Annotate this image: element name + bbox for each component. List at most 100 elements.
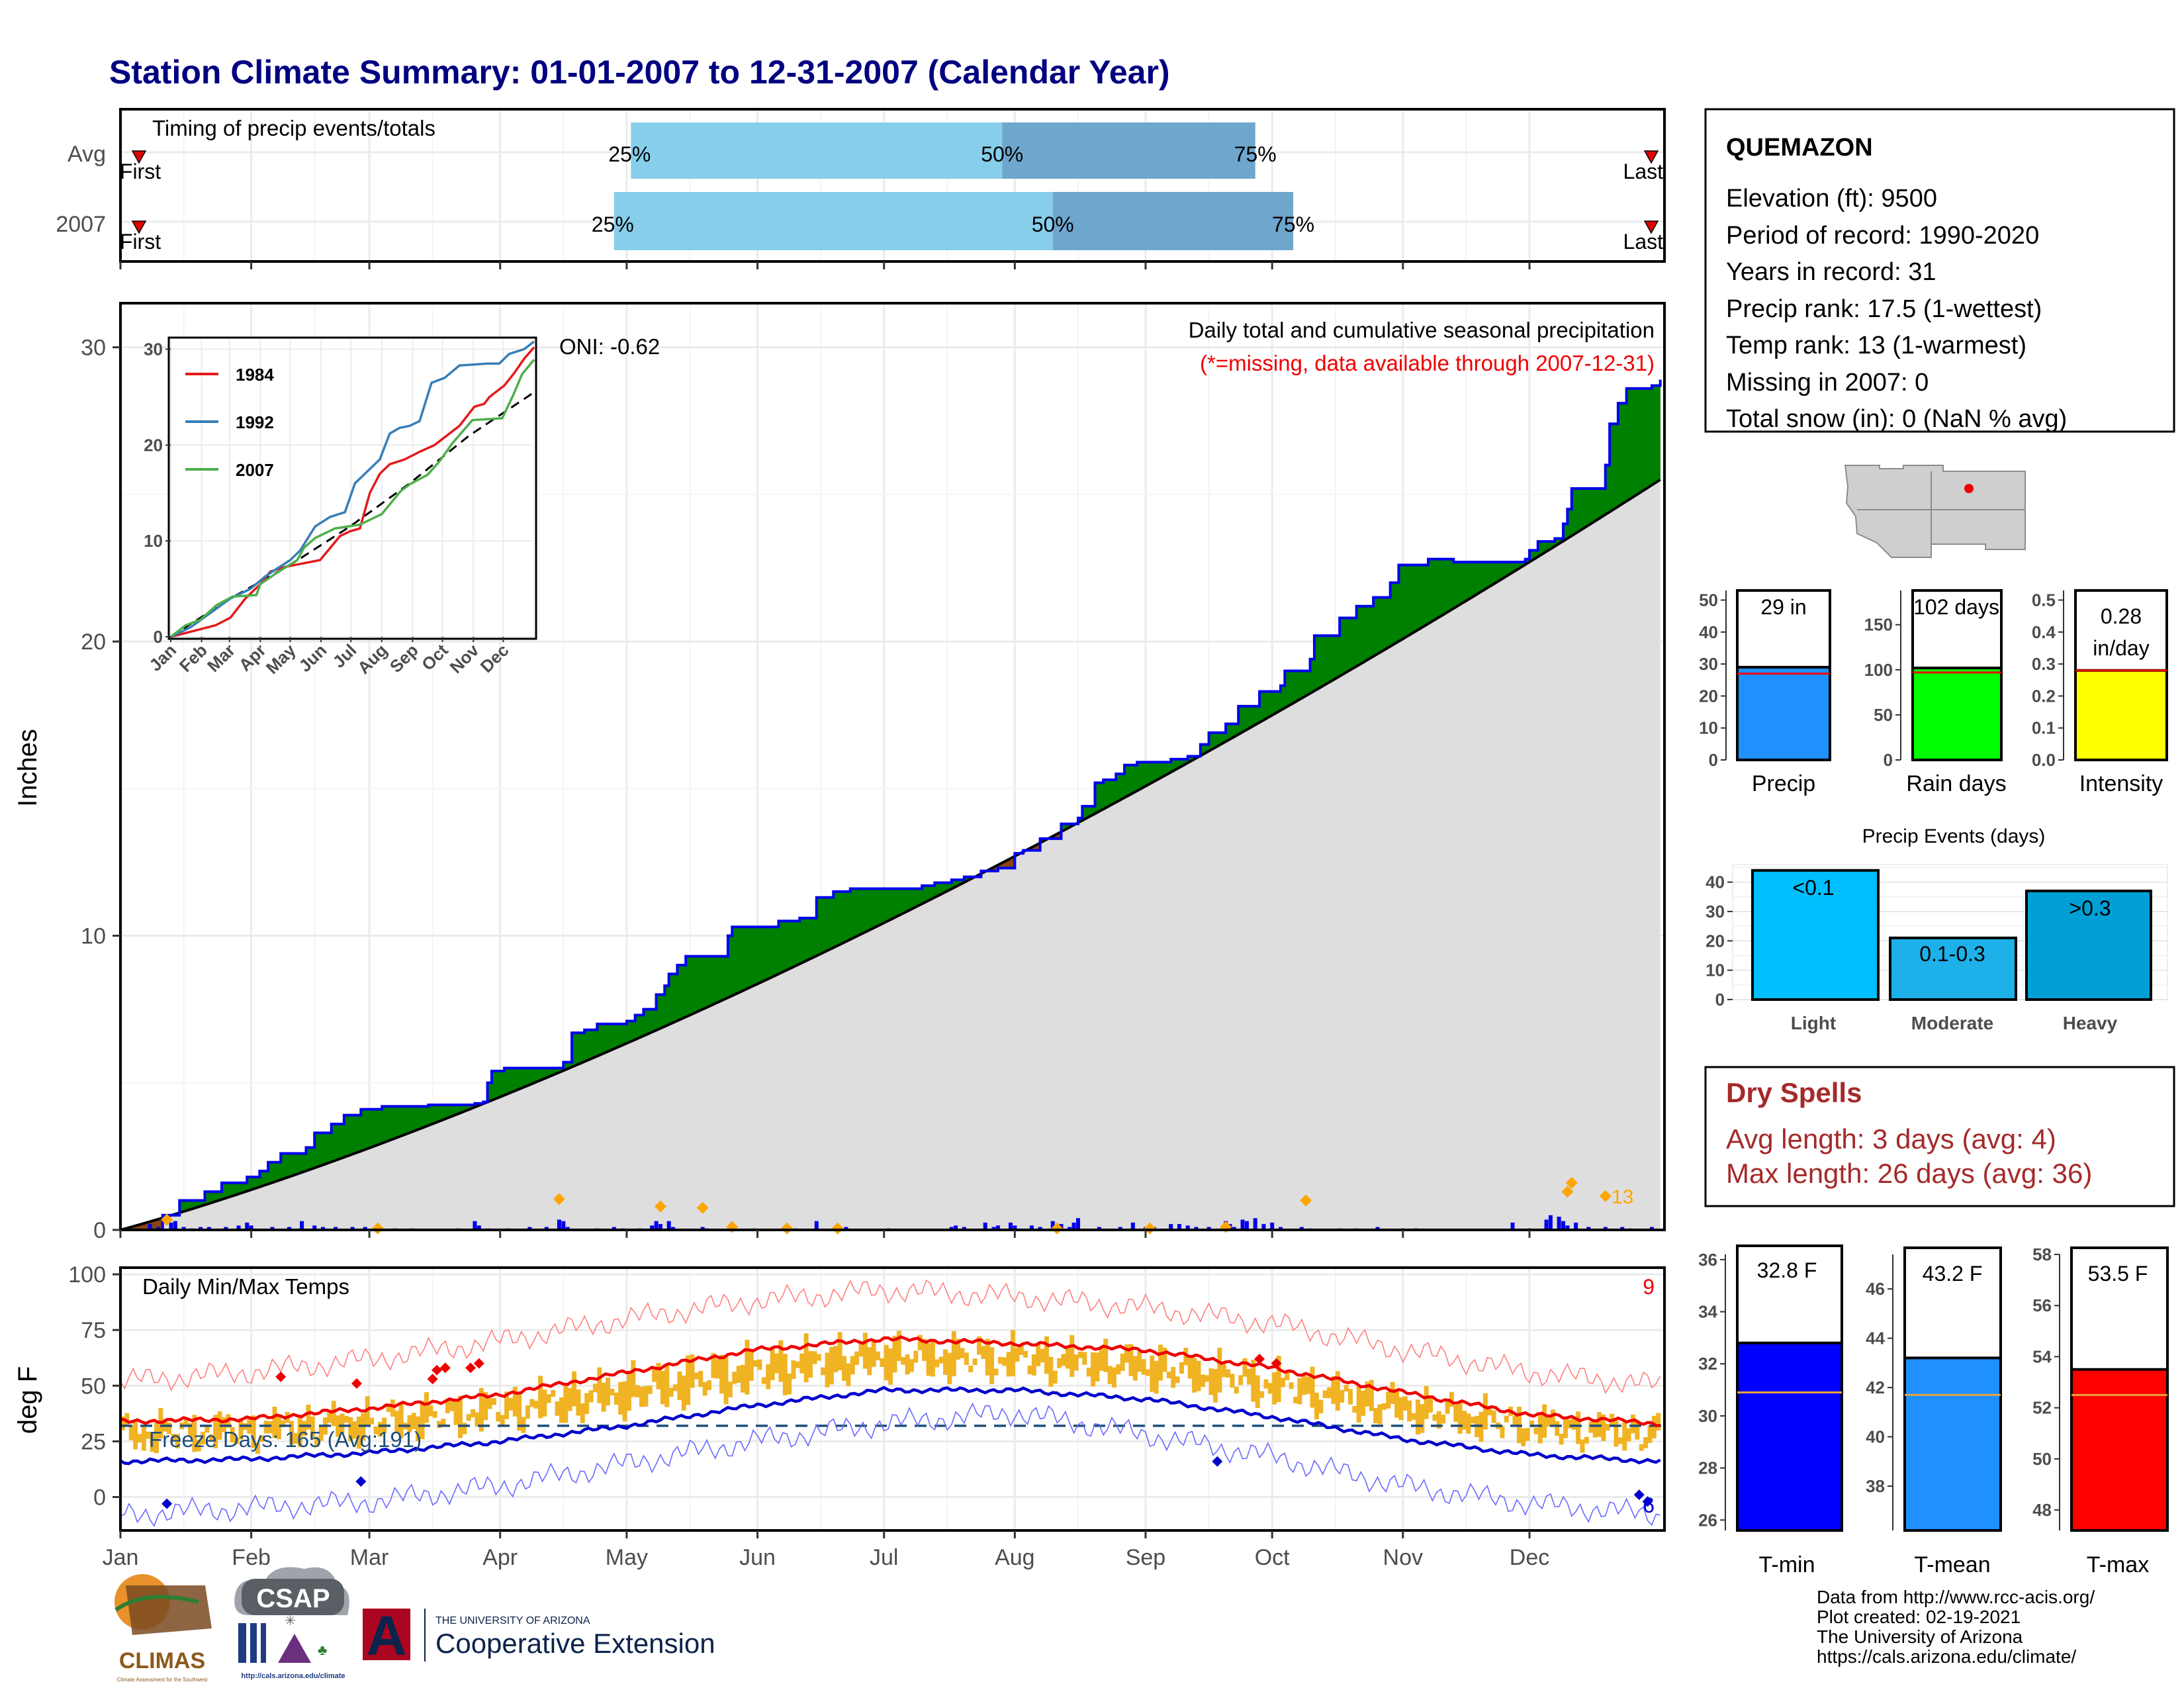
precip-surplus-area xyxy=(340,1123,345,1160)
mini-ytick-label: 30 xyxy=(1698,1406,1717,1426)
precip-surplus-area xyxy=(1575,488,1580,534)
precip-surplus-area xyxy=(1369,606,1374,659)
temp-daily-range-bar xyxy=(1626,1428,1631,1442)
precip-surplus-area xyxy=(719,956,724,1002)
temp-daily-range-bar xyxy=(1512,1415,1518,1427)
precip-inset: 0102030JanFebMarAprMayJunJulAugSepOctNov… xyxy=(144,336,537,678)
precip-surplus-area xyxy=(1470,561,1475,599)
precip-surplus-area xyxy=(1626,388,1631,502)
precip-surplus-area xyxy=(580,1032,585,1064)
precip-surplus-area xyxy=(850,888,855,940)
temp-daily-range-bar xyxy=(1571,1417,1576,1430)
temp-daily-range-bar xyxy=(462,1423,467,1434)
temp-daily-range-bar xyxy=(529,1399,535,1407)
temp-daily-range-bar xyxy=(538,1376,543,1419)
temp-daily-range-bar xyxy=(1166,1372,1171,1379)
precip-surplus-area xyxy=(702,956,707,1010)
temp-daily-range-bar xyxy=(770,1346,775,1380)
temp-daily-range-bar xyxy=(259,1435,265,1442)
temp-daily-range-bar xyxy=(356,1416,361,1449)
precip-surplus-area xyxy=(1365,606,1370,662)
temp-daily-range-bar xyxy=(677,1372,682,1401)
precip-surplus-area xyxy=(576,1032,581,1066)
temp-daily-range-bar xyxy=(1617,1437,1623,1444)
temp-daily-range-bar xyxy=(989,1347,995,1384)
record-low-marker xyxy=(355,1476,367,1487)
temp-daily-range-bar xyxy=(639,1386,645,1407)
precip-surplus-area xyxy=(795,921,800,966)
totals-label-raindays: Rain days xyxy=(1906,771,2006,796)
temp-daily-range-bar xyxy=(420,1401,425,1440)
temp-daily-range-bar xyxy=(1369,1380,1374,1411)
precip-daily-bar xyxy=(983,1222,987,1230)
precip-surplus-area xyxy=(1436,559,1441,620)
precip-surplus-area xyxy=(1360,606,1365,665)
events-title: Precip Events (days) xyxy=(1862,825,2046,847)
precip-daily-bar xyxy=(1185,1225,1190,1230)
temp-daily-range-bar xyxy=(1365,1382,1370,1407)
temp-daily-range-bar xyxy=(1390,1382,1395,1404)
footer-url: https://cals.arizona.edu/climate/ xyxy=(1817,1646,2076,1667)
precip-surplus-area xyxy=(782,921,788,972)
precip-surplus-area xyxy=(1411,565,1416,635)
temp-daily-range-bar xyxy=(398,1403,404,1438)
precip-surplus-area xyxy=(297,1153,302,1174)
temp-daily-range-bar xyxy=(913,1350,919,1363)
temp-daily-range-bar xyxy=(1196,1360,1201,1391)
station-precip-rank: Precip rank: 17.5 (1-wettest) xyxy=(1726,295,2042,323)
temp-daily-range-bar xyxy=(508,1397,514,1411)
precip-surplus-area xyxy=(1103,779,1108,810)
record-high-marker xyxy=(1271,1358,1282,1369)
temp-daily-range-bar xyxy=(187,1423,193,1437)
temp-daily-range-bar xyxy=(829,1347,834,1385)
temp-daily-range-bar xyxy=(491,1398,496,1405)
temp-daily-range-bar xyxy=(597,1367,602,1403)
temp-daily-range-bar xyxy=(1171,1367,1176,1388)
temp-daily-range-bar xyxy=(221,1417,226,1432)
precip-surplus-area xyxy=(512,1068,518,1092)
record-low-count: 6 xyxy=(1643,1493,1655,1517)
temp-daily-range-bar xyxy=(386,1405,391,1413)
ua-logo-university: THE UNIVERSITY OF ARIZONA xyxy=(435,1615,590,1626)
precip-surplus-area xyxy=(1428,559,1433,624)
temp-daily-range-bar xyxy=(1212,1369,1218,1403)
precip-marker-count: 13 xyxy=(1612,1186,1633,1208)
precip-surplus-area xyxy=(365,1109,370,1150)
csap-logo-text: CSAP xyxy=(256,1584,330,1613)
climas-logo-text: CLIMAS xyxy=(119,1648,205,1673)
precip-daily-bar xyxy=(671,1227,676,1230)
precip-extreme-marker xyxy=(1144,1222,1156,1235)
temp-daily-range-bar xyxy=(1285,1372,1290,1381)
temp-daily-range-bar xyxy=(1124,1344,1130,1363)
temp-daily-range-bar xyxy=(1111,1367,1116,1387)
timing-last-marker xyxy=(1643,150,1659,164)
precip-surplus-area xyxy=(1335,635,1340,679)
precip-extreme-marker xyxy=(553,1193,565,1205)
mini-ytick-label: 40 xyxy=(1699,622,1718,642)
station-years: Years in record: 31 xyxy=(1726,258,1936,286)
temp-daily-range-bar xyxy=(318,1426,324,1441)
events-xlabel-heavy: Heavy xyxy=(2063,1013,2118,1033)
precip-ytick-label: 20 xyxy=(81,630,106,655)
precip-daily-bar xyxy=(658,1224,662,1230)
precip-daily-bar xyxy=(1561,1221,1566,1230)
temp-daily-range-bar xyxy=(1500,1425,1505,1438)
temp-daily-range-bar xyxy=(618,1382,623,1415)
temp-daily-range-bar xyxy=(1158,1344,1163,1381)
precip-surplus-area xyxy=(276,1162,281,1182)
temp-daily-range-bar xyxy=(449,1399,455,1411)
temp-daily-range-bar xyxy=(956,1338,961,1360)
temp-daily-range-bar xyxy=(1449,1391,1454,1407)
csap-plant-glyph: ♣ xyxy=(318,1642,327,1658)
legend-1992: 1992 xyxy=(236,412,274,432)
precip-surplus-area xyxy=(711,956,716,1006)
temp-daily-range-bar xyxy=(167,1422,172,1434)
temp-daily-range-bar xyxy=(1580,1439,1585,1453)
temp-daily-range-bar xyxy=(133,1419,138,1450)
temp-daily-range-bar xyxy=(1398,1397,1404,1421)
temp-daily-range-bar xyxy=(1128,1344,1134,1376)
precip-total-label: 29 in xyxy=(1760,595,1806,619)
mini-ytick-label: 100 xyxy=(1864,660,1893,680)
precip-surplus-area xyxy=(1132,765,1138,794)
mini-ytick-label: 44 xyxy=(1866,1329,1885,1348)
